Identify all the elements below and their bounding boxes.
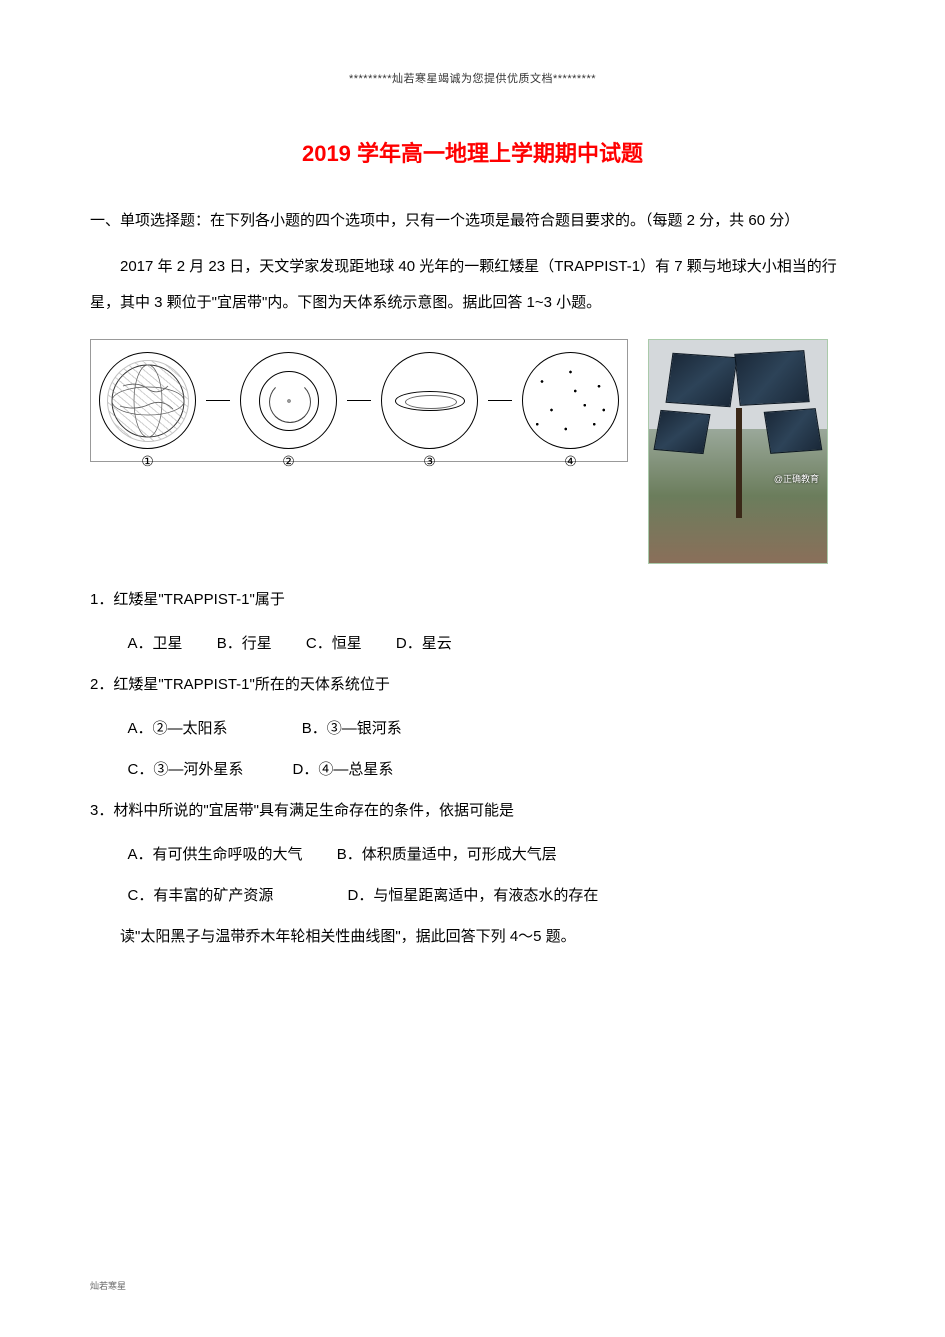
question-3-stem: 3．材料中所说的"宜居带"具有满足生命存在的条件，依据可能是 [90, 793, 855, 829]
diagram-label-4: ④ [564, 453, 577, 470]
diagram-label-3: ③ [423, 453, 436, 470]
diagram-circle-3: ③ [381, 352, 478, 449]
galaxy-icon [395, 391, 465, 411]
option-2d: D．④—总星系 [293, 761, 394, 778]
intro-paragraph: 2017 年 2 月 23 日，天文学家发现距地球 40 光年的一颗红矮星（TR… [90, 249, 855, 321]
option-1d: D．星云 [396, 635, 452, 652]
diagram-circle-1: ① [99, 352, 196, 449]
solar-panel-icon [665, 353, 737, 408]
option-3c: C．有丰富的矿产资源 [128, 887, 274, 904]
question-1-options: A．卫星 B．行星 C．恒星 D．星云 [90, 626, 855, 662]
tree-trunk-icon [736, 408, 742, 518]
option-1a: A．卫星 [128, 635, 183, 652]
diagram-label-2: ② [282, 453, 295, 470]
option-3d: D．与恒星距离适中，有液态水的存在 [348, 887, 599, 904]
option-2b: B．③—银河系 [302, 720, 402, 737]
option-2c: C．③—河外星系 [128, 761, 244, 778]
solar-system-icon [259, 371, 319, 431]
header-decoration: *********灿若寒星竭诚为您提供优质文档********* [90, 70, 855, 86]
solar-tree-image: @正确教育 [648, 339, 828, 564]
question-2-options-row1: A．②—太阳系 B．③—银河系 [90, 711, 855, 747]
connector-line [488, 400, 512, 402]
question-2-options-row2: C．③—河外星系 D．④—总星系 [90, 752, 855, 788]
solar-panel-icon [764, 408, 823, 454]
footer-text: 灿若寒星 [90, 1279, 126, 1292]
section-1-heading: 一、单项选择题：在下列各小题的四个选项中，只有一个选项是最符合题目要求的。（每题… [90, 203, 855, 239]
question-3-options-row1: A．有可供生命呼吸的大气 B．体积质量适中，可形成大气层 [90, 837, 855, 873]
question-3-options-row2: C．有丰富的矿产资源 D．与恒星距离适中，有液态水的存在 [90, 878, 855, 914]
diagram-label-1: ① [141, 453, 154, 470]
option-1b: B．行星 [217, 635, 272, 652]
option-3b: B．体积质量适中，可形成大气层 [337, 846, 557, 863]
solar-panel-icon [653, 410, 710, 454]
image-watermark: @正确教育 [774, 472, 819, 485]
question-1-stem: 1．红矮星"TRAPPIST-1"属于 [90, 582, 855, 618]
question-2-stem: 2．红矮星"TRAPPIST-1"所在的天体系统位于 [90, 667, 855, 703]
connector-line [206, 400, 230, 402]
diagram-circle-4: ④ [522, 352, 619, 449]
option-1c: C．恒星 [306, 635, 362, 652]
connector-line [347, 400, 371, 402]
diagram-row: ① ② ③ ④ @正确教育 [90, 339, 855, 564]
option-2a: A．②—太阳系 [128, 720, 228, 737]
document-title: 2019 学年高一地理上学期期中试题 [90, 136, 855, 168]
celestial-system-diagram: ① ② ③ ④ [90, 339, 628, 462]
question-4-intro: 读"太阳黑子与温带乔木年轮相关性曲线图"，据此回答下列 4～5 题。 [90, 919, 855, 955]
solar-panel-icon [734, 350, 809, 406]
earth-icon [108, 361, 188, 441]
diagram-circle-2: ② [240, 352, 337, 449]
option-3a: A．有可供生命呼吸的大气 [128, 846, 303, 863]
